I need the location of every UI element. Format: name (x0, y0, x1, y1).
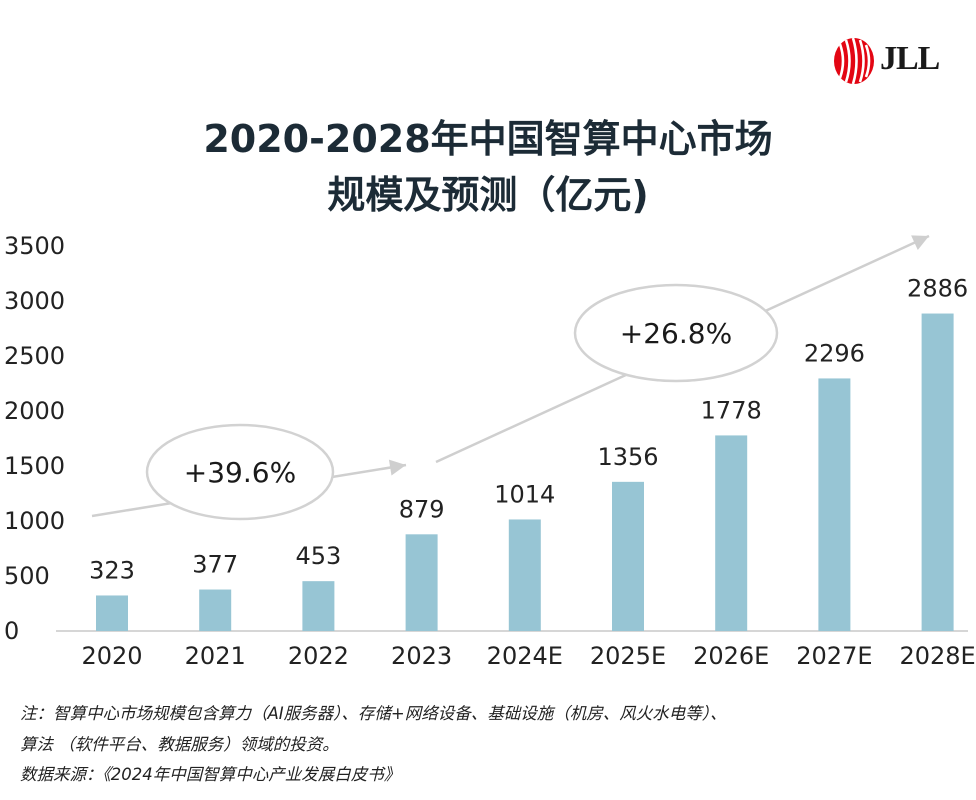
growth-rate-bubble (145, 423, 335, 521)
y-tick-label: 0 (4, 617, 19, 645)
y-tick-label: 2000 (4, 397, 65, 425)
y-tick-label: 3500 (4, 232, 65, 260)
y-tick-label: 3000 (4, 287, 65, 315)
value-label: 1014 (494, 480, 555, 508)
value-label: 879 (399, 495, 445, 523)
x-tick-label: 2025E (590, 642, 666, 670)
y-tick-label: 1500 (4, 452, 65, 480)
bar (302, 581, 335, 631)
value-label: 323 (89, 556, 135, 584)
x-tick-label: 2021 (185, 642, 246, 670)
x-tick-label: 2026E (693, 642, 769, 670)
y-tick-label: 2500 (4, 342, 65, 370)
growth-rate-label: +26.8% (620, 317, 732, 350)
value-label: 1778 (701, 396, 762, 424)
bar (508, 519, 541, 631)
bars (96, 313, 954, 631)
x-axis: 2020 2021 2022 2023 2024E 2025E 2026E 2027E 2028… (81, 642, 975, 670)
y-tick-label: 1000 (4, 507, 65, 535)
arrow-head-icon (388, 459, 406, 476)
source-note: 数据来源：《2024年中国智算中心产业发展白皮书》 (20, 765, 401, 784)
chart-title-line-1: 2020-2028年中国智算中心市场 (203, 117, 773, 161)
bar (818, 378, 851, 631)
bar (405, 534, 438, 631)
growth-annotations: +39.6% +26.8% (91, 234, 930, 521)
x-tick-label: 2023 (391, 642, 452, 670)
x-tick-label: 2024E (487, 642, 563, 670)
bar (612, 481, 644, 631)
x-tick-label: 2022 (288, 642, 349, 670)
value-label: 2296 (804, 339, 865, 367)
x-tick-label: 2027E (796, 642, 872, 670)
data-labels: 323 377 453 879 1014 1356 1778 2296 2886 (89, 275, 968, 585)
jll-logo (834, 37, 874, 85)
value-label: 1356 (597, 443, 658, 471)
x-tick-label: 2020 (81, 642, 142, 670)
growth-rate-bubble (573, 283, 779, 383)
value-label: 453 (295, 542, 341, 570)
jll-logo-mark-icon (834, 37, 874, 85)
value-label: 2886 (907, 275, 968, 303)
bar (96, 595, 128, 631)
chart-title-line-2: 规模及预测（亿元) (327, 173, 649, 217)
y-axis: 0 500 1000 1500 2000 2500 3000 3500 (4, 232, 65, 645)
arrow-head-icon (911, 235, 929, 250)
jll-logo-text: JLL (880, 40, 940, 77)
value-label: 377 (192, 551, 238, 579)
y-tick-label: 500 (4, 562, 50, 590)
bar (199, 589, 232, 631)
x-tick-label: 2028E (899, 642, 975, 670)
bar (715, 435, 748, 631)
footnote-line-1: 注：智算中心市场规模包含算力（AI服务器）、存储+网络设备、基础设施（机房、风火… (20, 704, 727, 723)
growth-rate-label: +39.6% (184, 456, 296, 489)
bar (921, 313, 954, 631)
footnote-line-2: 算法 （软件平台、教据服务）领域的投资。 (20, 735, 339, 754)
